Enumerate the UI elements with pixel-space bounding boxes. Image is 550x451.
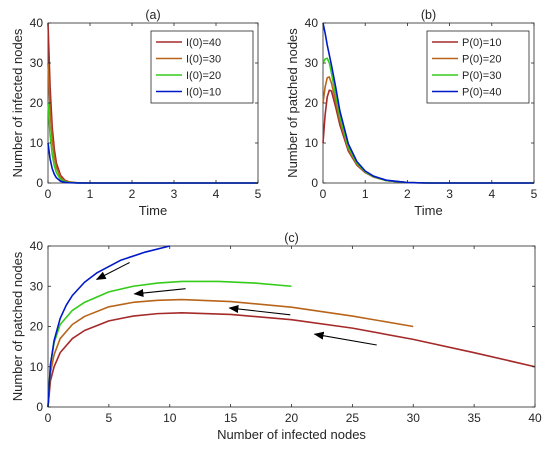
x-tick-label: 35 (467, 411, 481, 425)
legend-entry: I(0)=20 (186, 70, 221, 82)
x-tick-label: 15 (224, 411, 238, 425)
legend-entry: I(0)=40 (186, 37, 221, 49)
x-tick-label: 5 (531, 187, 538, 201)
direction-arrow-0 (95, 262, 130, 280)
legend: I(0)=40 I(0)=30 I(0)=20 I(0)=10 (150, 30, 254, 104)
y-axis-label: Number of infected nodes (10, 28, 25, 177)
panel-title: (a) (145, 8, 160, 22)
x-tick-label: 2 (404, 187, 411, 201)
x-tick-label: 25 (346, 411, 360, 425)
x-tick-label: 1 (362, 187, 369, 201)
x-axis-label: Time (139, 203, 167, 218)
panel-title: (c) (284, 231, 299, 245)
x-tick-label: 1 (87, 187, 94, 201)
direction-arrow-1 (133, 288, 186, 297)
x-tick-label: 10 (163, 411, 177, 425)
x-tick-label: 30 (407, 411, 421, 425)
series-line-3 (47, 142, 258, 184)
y-tick-label: 40 (305, 16, 319, 30)
y-tick-label: 0 (36, 176, 43, 190)
plot-area (47, 245, 536, 408)
direction-arrow-2 (228, 305, 291, 316)
series-line-0 (47, 312, 536, 408)
y-tick-label: 30 (305, 56, 319, 70)
y-tick-label: 10 (305, 136, 319, 150)
x-tick-label: 0 (45, 411, 52, 425)
direction-arrow-3 (313, 331, 377, 346)
y-tick-label: 30 (30, 279, 44, 293)
legend: P(0)=10 P(0)=20 P(0)=30 P(0)=40 (426, 30, 530, 104)
legend-entry: P(0)=20 (462, 54, 501, 66)
y-tick-label: 10 (30, 136, 44, 150)
panel-2: 0 5 10 15 20 25 30 35 40 0 10 20 30 40 (c) Number of in… (10, 231, 542, 442)
x-axis-label: Time (414, 203, 442, 218)
x-tick-label: 2 (129, 187, 136, 201)
panel-title: (b) (421, 8, 436, 22)
x-tick-label: 20 (285, 411, 299, 425)
y-tick-label: 10 (30, 360, 44, 374)
x-tick-label: 4 (488, 187, 495, 201)
y-axis-label: Number of patched nodes (285, 28, 300, 178)
x-tick-label: 3 (171, 187, 178, 201)
panel-1: 0 1 2 3 4 5 0 10 20 30 40 (b) Time Number of patched … (285, 8, 538, 218)
x-tick-label: 3 (446, 187, 453, 201)
y-tick-label: 20 (30, 320, 44, 334)
series-line-3 (322, 22, 534, 184)
x-tick-label: 5 (255, 187, 262, 201)
series-line-1 (47, 298, 414, 408)
legend-entry: P(0)=10 (462, 37, 501, 49)
y-tick-label: 0 (311, 176, 318, 190)
legend-entry: P(0)=40 (462, 87, 501, 99)
x-tick-label: 0 (45, 187, 52, 201)
x-tick-label: 0 (320, 187, 327, 201)
legend-entry: I(0)=30 (186, 54, 221, 66)
legend-entry: P(0)=30 (462, 70, 501, 82)
x-tick-label: 40 (528, 411, 542, 425)
series-line-3 (47, 245, 170, 408)
y-axis-label: Number of patched nodes (10, 251, 25, 401)
x-tick-label: 4 (213, 187, 220, 201)
y-tick-label: 20 (30, 96, 44, 110)
y-tick-label: 40 (30, 16, 44, 30)
panel-0: 0 1 2 3 4 5 0 10 20 30 40 (a) Time Number of infected… (10, 8, 262, 218)
y-tick-label: 0 (36, 400, 43, 414)
x-tick-label: 5 (106, 411, 113, 425)
x-axis-label: Number of infected nodes (217, 427, 366, 442)
legend-entry: I(0)=10 (186, 87, 221, 99)
y-tick-label: 40 (30, 239, 44, 253)
y-tick-label: 20 (305, 96, 319, 110)
y-tick-label: 30 (30, 56, 44, 70)
